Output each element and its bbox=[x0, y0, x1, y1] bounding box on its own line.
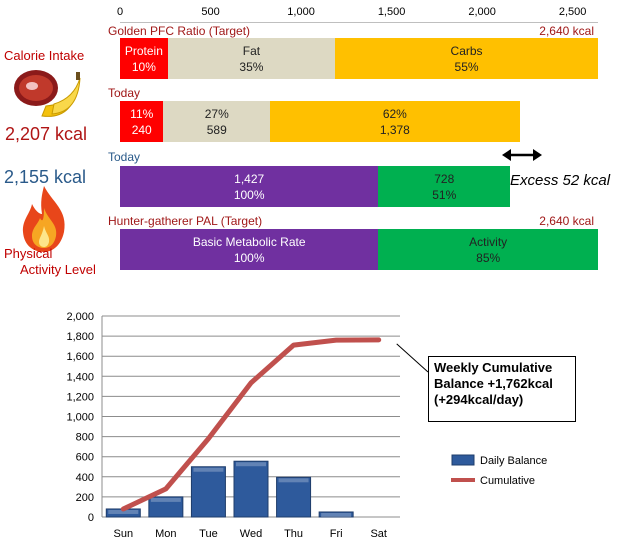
y-tick-label: 1,600 bbox=[66, 351, 94, 363]
bar-highlight bbox=[321, 512, 352, 517]
segment-text: Fat bbox=[242, 43, 261, 58]
segment-text: 10% bbox=[131, 59, 156, 74]
segment-text: 62% bbox=[382, 106, 407, 121]
expend-value: 2,155 kcal bbox=[4, 167, 87, 187]
segment-text: 11% bbox=[130, 106, 154, 121]
bar-highlight bbox=[150, 497, 181, 502]
callout-line1: Weekly Cumulative bbox=[434, 360, 553, 375]
pal-label-line2: Activity Level bbox=[20, 262, 96, 277]
bar-segment-protein: 11% 240 bbox=[120, 101, 164, 142]
y-tick-label: 1,400 bbox=[66, 371, 94, 383]
row-label: Today bbox=[108, 150, 141, 164]
segment-text: 589 bbox=[206, 122, 227, 137]
daily-balance-bar bbox=[276, 476, 312, 518]
y-tick-label: 0 bbox=[88, 512, 94, 524]
bar-segment-carbs: Carbs 55% bbox=[335, 38, 598, 79]
daily-balance-bar bbox=[190, 466, 226, 518]
bar-segment-activity: Activity 85% bbox=[378, 229, 598, 270]
segment-text: 728 bbox=[434, 171, 455, 186]
top-x-tick-label: 2,000 bbox=[468, 6, 496, 18]
weekly-balance-chart: 0 200 400 600 800 1,000 1,200 1,400 1,600 1,800 2,… bbox=[66, 311, 547, 540]
y-tick-label: 2,000 bbox=[66, 311, 94, 323]
segment-text: 51% bbox=[432, 187, 457, 202]
bar-segment-basic-metabolic-rate: 1,427 100% bbox=[120, 166, 379, 207]
bar-segment-protein: Protein 10% bbox=[120, 38, 168, 79]
excess-label: Excess 52 kcal bbox=[510, 172, 611, 189]
daily-balance-bar bbox=[148, 496, 184, 518]
pfc-pal-stacked-chart: 0 500 1,000 1,500 2,000 2,500 Golden PFC Rati… bbox=[108, 6, 598, 270]
top-axis-line bbox=[120, 22, 598, 23]
row-total-label: 2,640 kcal bbox=[539, 214, 594, 228]
segment-text: Protein bbox=[124, 43, 163, 58]
top-x-tick-label: 500 bbox=[201, 6, 220, 18]
segment-text: 1,427 bbox=[234, 171, 265, 186]
segment-text: Carbs bbox=[450, 43, 483, 58]
bar-highlight bbox=[278, 478, 309, 483]
top-x-tick-label: 0 bbox=[116, 6, 124, 18]
physical-activity-label: Physical Activity Level bbox=[4, 246, 96, 278]
x-category-label: Fri bbox=[330, 528, 343, 540]
segment-text: 35% bbox=[239, 59, 264, 74]
x-category-label: Wed bbox=[240, 528, 262, 540]
y-tick-label: 800 bbox=[76, 432, 94, 444]
bar-segment-carbs: 62% 1,378 bbox=[270, 101, 520, 142]
x-category-label: Sat bbox=[370, 528, 387, 540]
segment-text: Activity bbox=[469, 234, 508, 249]
segment-text: 55% bbox=[454, 59, 479, 74]
segment-text: 27% bbox=[204, 106, 229, 121]
y-tick-label: 1,200 bbox=[66, 391, 94, 403]
segment-text: Basic Metabolic Rate bbox=[192, 234, 306, 249]
segment-text: 240 bbox=[131, 122, 152, 137]
bar-segment-basic-metabolic-rate: Basic Metabolic Rate 100% bbox=[120, 229, 379, 270]
y-tick-label: 400 bbox=[76, 472, 94, 484]
daily-balance-bar bbox=[233, 460, 269, 518]
y-tick-label: 200 bbox=[76, 492, 94, 504]
row-label: Golden PFC Ratio (Target) bbox=[108, 24, 251, 38]
y-tick-label: 1,800 bbox=[66, 331, 94, 343]
legend-swatch-bar bbox=[451, 454, 475, 466]
row-label: Hunter-gatherer PAL (Target) bbox=[108, 214, 263, 228]
flame-icon bbox=[22, 186, 65, 252]
bar-segment-fat: 27% 589 bbox=[163, 101, 271, 142]
y-tick-label: 1,000 bbox=[66, 412, 94, 424]
row-label: Today bbox=[108, 86, 141, 100]
weekly-callout: Weekly Cumulative Balance +1,762kcal (+2… bbox=[428, 356, 576, 422]
top-x-tick-label: 1,000 bbox=[287, 6, 315, 18]
bar-highlight bbox=[236, 462, 266, 467]
callout-line3: (+294kcal/day) bbox=[434, 392, 524, 407]
x-category-label: Tue bbox=[199, 528, 218, 540]
bar-highlight bbox=[193, 467, 224, 472]
row-total-label: 2,640 kcal bbox=[539, 24, 594, 38]
legend-label-cumulative: Cumulative bbox=[480, 475, 535, 487]
meat-banana-icon bbox=[14, 70, 81, 117]
segment-text: 85% bbox=[476, 250, 501, 265]
y-tick-label: 600 bbox=[76, 452, 94, 464]
segment-text: 100% bbox=[233, 250, 265, 265]
intake-value: 2,207 kcal bbox=[5, 124, 88, 144]
bar-highlight bbox=[108, 509, 139, 514]
calorie-intake-title: Calorie Intake bbox=[4, 48, 85, 63]
bar-segment-activity: 728 51% bbox=[378, 166, 511, 207]
segment-text: 1,378 bbox=[379, 122, 410, 137]
double-arrow-icon bbox=[502, 149, 542, 161]
daily-balance-bar bbox=[318, 511, 354, 518]
bar-segment-fat: Fat 35% bbox=[167, 38, 336, 79]
segment-text: 100% bbox=[233, 187, 265, 202]
pal-label-line1: Physical bbox=[4, 246, 53, 261]
callout-pointer bbox=[396, 343, 429, 373]
callout-line2: Balance +1,762kcal bbox=[434, 376, 553, 391]
legend-label-daily: Daily Balance bbox=[480, 455, 547, 467]
x-category-label: Thu bbox=[284, 528, 303, 540]
x-category-label: Mon bbox=[155, 528, 176, 540]
top-x-tick-label: 1,500 bbox=[377, 6, 406, 18]
top-x-tick-label: 2,500 bbox=[558, 6, 587, 18]
x-category-label: Sun bbox=[113, 528, 133, 540]
